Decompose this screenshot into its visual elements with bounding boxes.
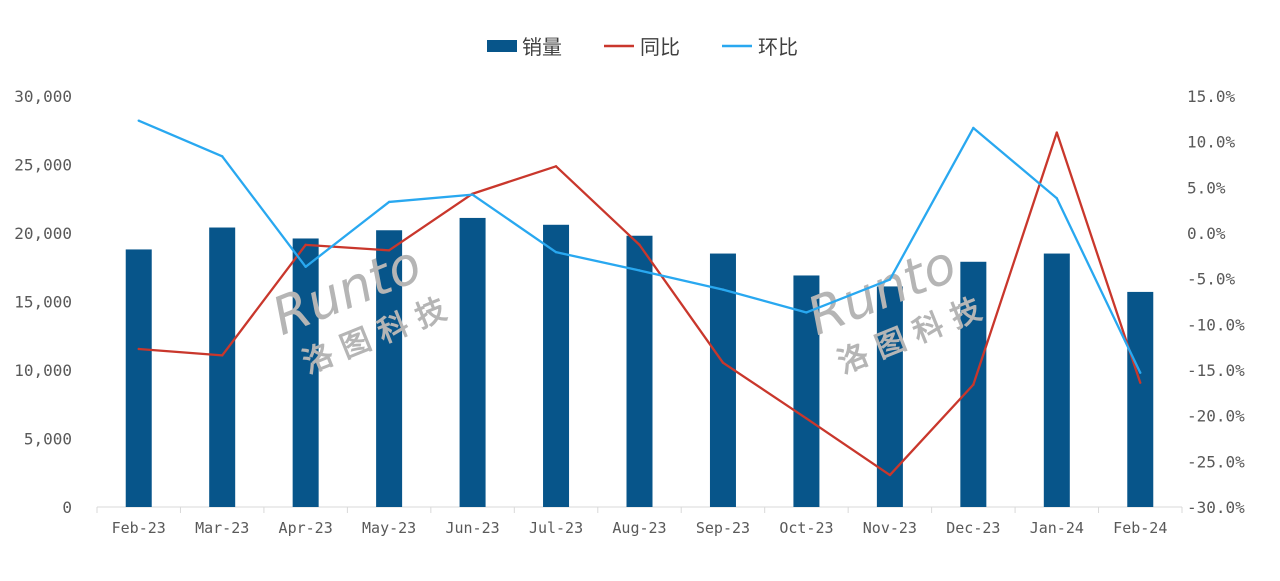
point-yoy [137,347,140,351]
x-tick-label: Jan-24 [1030,519,1084,537]
bar-sales [459,217,486,507]
point-yoy [805,417,808,420]
point-mom [1139,371,1142,374]
point-yoy [554,165,558,168]
bar-sales [209,227,236,507]
point-mom [972,126,975,130]
right-tick-label: 0.0% [1187,224,1226,243]
bar-sales [709,253,736,507]
left-tick-label: 30,000 [14,87,72,106]
x-tick-label: Aug-23 [612,519,666,537]
point-yoy [638,243,641,247]
point-mom [220,155,224,158]
x-tick-label: May-23 [362,519,416,537]
right-tick-label: 15.0% [1187,87,1236,106]
legend-swatch-sales [487,40,517,52]
bar-sales [1043,253,1070,507]
x-tick-label: Feb-23 [112,519,166,537]
point-yoy [1139,381,1142,384]
left-tick-label: 10,000 [14,361,72,380]
point-mom [1055,197,1059,200]
left-tick-label: 5,000 [24,430,72,449]
point-yoy [220,354,224,357]
right-tick-label: -15.0% [1187,361,1245,380]
left-axis: 0 5,000 10,000 15,000 20,000 25,000 30,000 [14,87,72,517]
bar-sales [1127,291,1154,507]
point-mom [471,193,474,196]
bar-sales [292,238,319,508]
legend-label-sales: 销量 [522,35,562,59]
x-tick-label: Feb-24 [1113,519,1167,537]
bar-sales [626,235,653,508]
x-axis: Feb-23 Mar-23 Apr-23 May-23 Jun-23 Jul-23 Aug-… [96,506,1183,537]
point-yoy [387,249,391,252]
point-mom [888,278,892,281]
right-tick-label: -25.0% [1187,452,1245,471]
right-axis: -30.0% -25.0% -20.0% -15.0% -10.0% -5.0% 0.0% 5… [1187,87,1245,517]
lines [137,119,1142,477]
bar-sales [793,275,820,507]
bar-sales [125,249,152,507]
bar-sales [376,230,403,507]
right-tick-label: -20.0% [1187,407,1245,426]
left-tick-label: 0 [62,498,72,517]
point-mom [638,269,641,272]
left-tick-label: 15,000 [14,293,72,312]
legend-label-yoy: 同比 [640,35,680,59]
point-mom [137,119,140,122]
point-mom [805,311,808,314]
bars [125,217,1154,508]
bar-sales [543,224,570,507]
x-tick-label: Dec-23 [946,519,1000,537]
legend-label-mom: 环比 [758,35,798,59]
point-yoy [972,383,975,386]
x-tick-label: Jul-23 [529,519,583,537]
x-tick-label: Oct-23 [779,519,833,537]
point-mom [721,288,725,291]
right-tick-label: -10.0% [1187,315,1245,334]
right-tick-label: -30.0% [1187,498,1245,517]
right-tick-label: -5.0% [1187,270,1236,289]
point-yoy [1055,131,1059,134]
right-tick-label: 5.0% [1187,178,1226,197]
x-tick-label: Jun-23 [445,519,499,537]
left-tick-label: 25,000 [14,156,72,175]
point-mom [304,265,307,268]
x-tick-label: Sep-23 [696,519,750,537]
left-tick-label: 20,000 [14,224,72,243]
x-tick-label: Nov-23 [863,519,917,537]
point-mom [554,250,558,254]
right-tick-label: 10.0% [1187,133,1236,152]
x-tick-label: Apr-23 [279,519,333,537]
point-yoy [721,361,725,364]
x-tick-label: Mar-23 [195,519,249,537]
point-yoy [304,243,307,247]
point-mom [387,200,391,204]
legend: 销量 同比 环比 [487,35,798,59]
point-yoy [888,473,892,477]
